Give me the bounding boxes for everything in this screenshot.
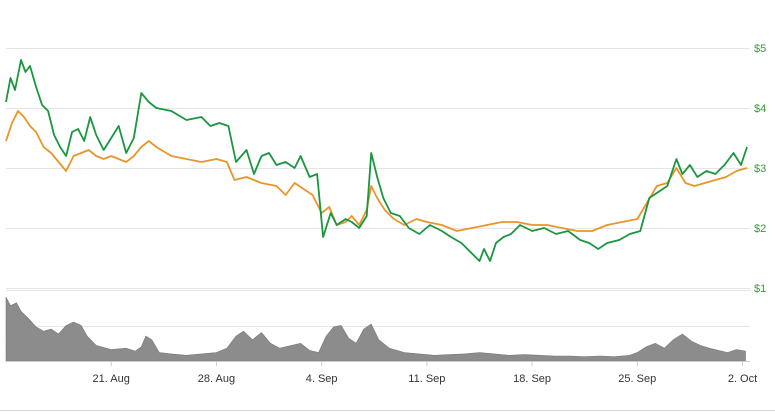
x-tick-label-6: 25. Sep	[618, 373, 656, 385]
grid-lines	[6, 48, 750, 327]
x-tick-label-1: 21. Aug	[93, 373, 130, 385]
x-tick-label-3: 4. Sep	[306, 373, 338, 385]
axes	[0, 361, 775, 411]
y-tick-label-5: $1	[754, 283, 766, 295]
y-tick-label-4: $2	[754, 223, 766, 235]
y-tick-label-3: $3	[754, 163, 766, 175]
x-tick-label-7: 2. Oct	[728, 373, 757, 385]
x-tick-label-5: 18. Sep	[513, 373, 551, 385]
volume-area	[5, 296, 746, 362]
volume-area-path	[5, 296, 746, 362]
x-tick-label-4: 11. Sep	[408, 373, 445, 385]
series-lines	[5, 59, 748, 262]
y-tick-label-1: $5	[754, 43, 766, 55]
series-line-1	[5, 59, 748, 262]
y-tick-label-2: $4	[754, 103, 766, 115]
tick-labels: 21. Aug 28. Aug 4. Sep 11. Sep 18. Sep 25. Se…	[93, 43, 767, 385]
x-tick-label-2: 28. Aug	[198, 373, 235, 385]
